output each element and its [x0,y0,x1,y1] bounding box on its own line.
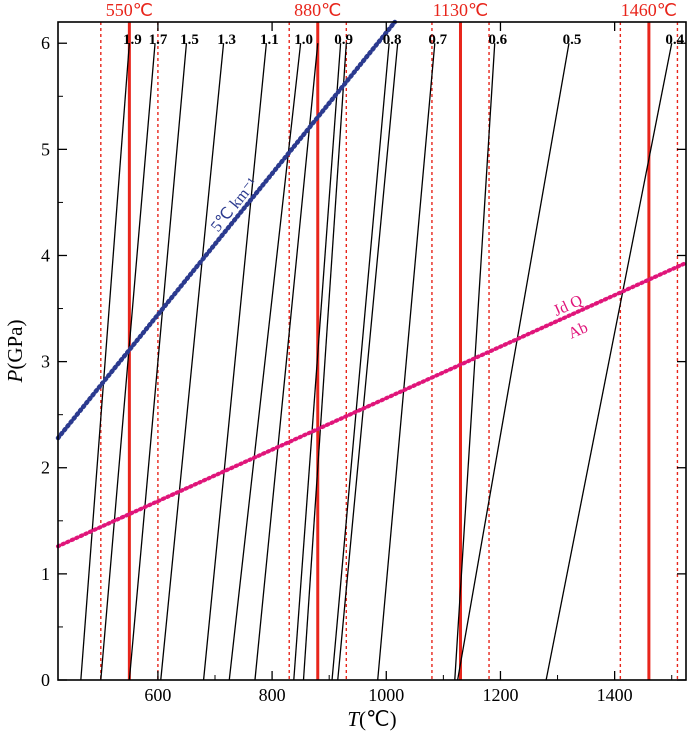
isoline-label-12: 0.6 [488,32,507,48]
isoline-14 [545,43,673,681]
reaction-label-bottom: Ab [566,319,591,343]
y-tick-label-5: 5 [41,139,50,159]
x-tick-label-0: 600 [144,685,171,705]
isotherm-label-3: 1460℃ [621,0,677,20]
isoline-2 [128,43,188,681]
y-tick-label-0: 0 [41,670,50,690]
isoline-8 [302,43,347,681]
isoline-4 [202,43,268,681]
reaction-line [56,260,688,549]
isoline-label-1: 1.7 [149,32,168,48]
isotherm-label-2: 1130℃ [433,0,489,20]
gradient-line-label: 5℃ km⁻¹ [208,175,261,235]
gradient-line [55,19,398,441]
isoline-label-11: 0.7 [428,32,447,48]
y-tick-label-6: 6 [41,33,50,53]
x-tick-label-4: 1400 [597,685,633,705]
isoline-7 [293,43,342,681]
isoline-1 [100,43,156,681]
plot-frame [57,21,687,681]
x-tick-label-3: 1200 [482,685,518,705]
isoline-label-2: 1.5 [180,32,199,48]
isoline-6 [254,43,319,681]
isoline-9 [331,43,390,681]
y-tick-label-2: 2 [41,458,50,478]
isoline-10 [337,43,399,681]
isoline-label-9: 0.8 [383,32,402,48]
isotherm-label-0: 550℃ [106,0,153,20]
x-axis-title: T(℃) [347,707,396,731]
isoline-13 [456,43,570,681]
isotherm-label-1: 880℃ [294,0,341,20]
isoline-label-7: 0.9 [334,32,353,48]
isoline-0 [80,43,131,681]
x-tick-label-2: 1000 [368,685,404,705]
isoline-5 [228,43,302,681]
y-tick-label-3: 3 [41,352,50,372]
isoline-label-0: 1.9 [123,32,142,48]
isoline-11 [377,43,436,681]
isoline-label-4: 1.1 [260,32,279,48]
y-tick-label-4: 4 [41,245,50,265]
isoline-3 [160,43,225,681]
y-tick-label-1: 1 [41,564,50,584]
isoline-12 [454,43,496,681]
y-axis-title: P(GPa) [3,320,27,384]
x-tick-label-1: 800 [259,685,286,705]
isoline-label-14: 0.4 [665,32,684,48]
isoline-label-5: 1.0 [294,32,313,48]
isoline-label-13: 0.5 [563,32,582,48]
isoline-label-3: 1.3 [217,32,236,48]
